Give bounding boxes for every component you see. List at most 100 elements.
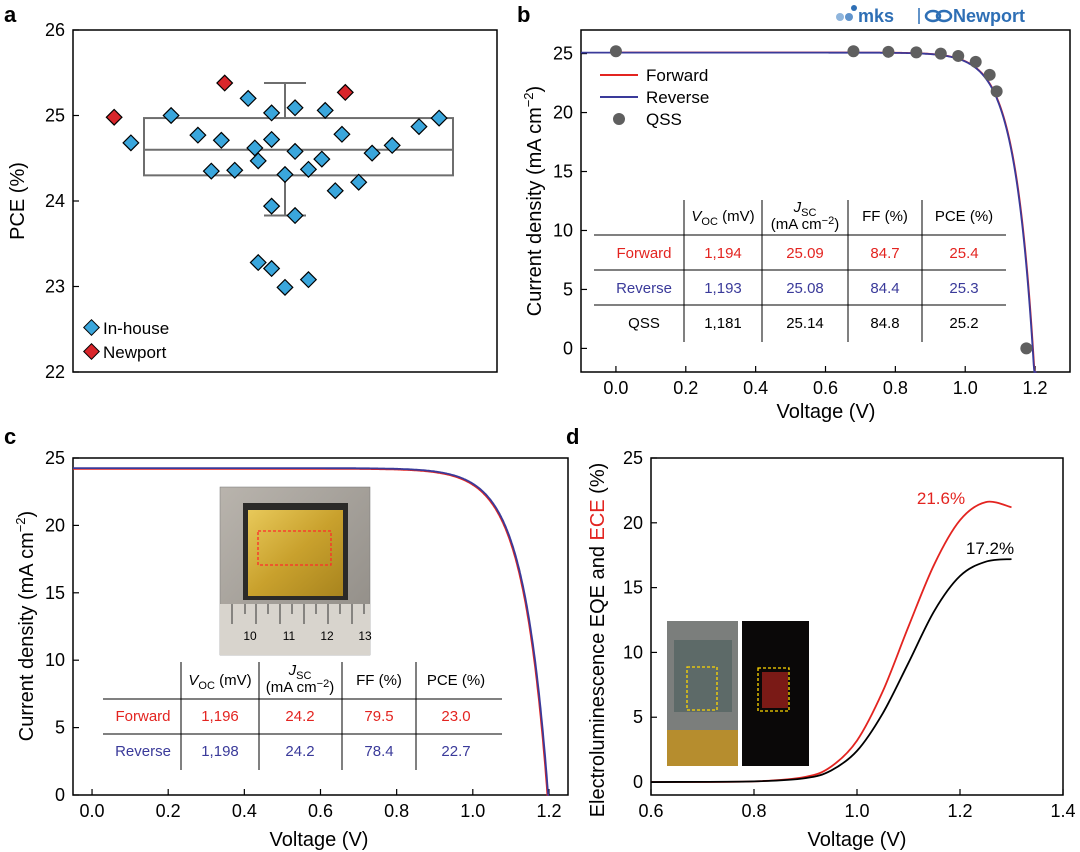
qss-point bbox=[934, 47, 947, 60]
cell-ff: 84.8 bbox=[870, 315, 899, 332]
legend-label-qss: QSS bbox=[646, 110, 682, 129]
table-header-jsc: JSC bbox=[288, 662, 312, 682]
y-tick-label: 5 bbox=[55, 718, 65, 738]
jv-curves-b bbox=[581, 45, 1037, 373]
y-tick-label: 5 bbox=[563, 279, 573, 299]
cell-ff: 78.4 bbox=[364, 743, 393, 760]
cell-voc: 1,193 bbox=[704, 280, 742, 297]
legend-b: Forward Reverse QSS bbox=[600, 66, 709, 129]
panel-letter-d: d bbox=[566, 424, 579, 449]
data-point bbox=[299, 271, 318, 289]
qss-point bbox=[609, 45, 622, 58]
cell-jsc: 25.14 bbox=[786, 315, 824, 332]
y-tick-label: 20 bbox=[553, 103, 573, 123]
x-tick-label: 0.2 bbox=[673, 378, 698, 398]
y-axis-label-a: PCE (%) bbox=[7, 162, 29, 240]
legend-label-newport: Newport bbox=[103, 343, 167, 362]
cell-pce: 25.3 bbox=[949, 280, 978, 297]
legend-label-forward: Forward bbox=[646, 66, 708, 85]
axes-b: 0.0 0.2 0.4 0.6 0.8 1.0 1.2 0 5 10 15 20 25 bbox=[553, 44, 1048, 398]
data-point bbox=[262, 259, 281, 278]
y-tick-label: 15 bbox=[623, 578, 643, 598]
table-header-jsc-unit: (mA cm−2) bbox=[266, 678, 334, 696]
x-tick-label: 0.0 bbox=[80, 801, 105, 821]
y-tick-label: 15 bbox=[553, 162, 573, 182]
scatter-points-a bbox=[105, 74, 448, 296]
jv-curves-c bbox=[73, 467, 550, 796]
axes-c: 0.0 0.2 0.4 0.6 0.8 1.0 1.2 0 5 10 15 20 25 bbox=[45, 448, 562, 821]
mks-dot-icon bbox=[845, 13, 853, 21]
box-iqr bbox=[143, 117, 454, 177]
annotation-ece-max: 21.6% bbox=[917, 489, 965, 508]
data-point bbox=[249, 152, 267, 170]
x-tick-label: 0.2 bbox=[156, 801, 181, 821]
x-tick-label: 1.2 bbox=[947, 801, 972, 821]
x-tick-label: 1.2 bbox=[536, 801, 561, 821]
data-point bbox=[313, 150, 331, 168]
series-line-eqe bbox=[650, 558, 1012, 783]
cell-pce: 25.2 bbox=[949, 315, 978, 332]
cell-voc: 1,181 bbox=[704, 315, 742, 332]
table-header-pce: PCE (%) bbox=[935, 208, 993, 225]
table-header-ff: FF (%) bbox=[862, 208, 908, 225]
data-point bbox=[286, 206, 304, 225]
y-tick-label: 25 bbox=[45, 106, 65, 126]
mks-logo-text: mks bbox=[858, 6, 894, 26]
mks-dot-icon bbox=[836, 13, 844, 21]
x-tick-label: 0.8 bbox=[384, 801, 409, 821]
newport-logo-text: Newport bbox=[953, 6, 1025, 26]
series-line-reverse bbox=[615, 51, 1037, 373]
table-row: Forward 1,194 25.09 84.7 25.4 bbox=[616, 245, 978, 262]
data-point bbox=[212, 131, 230, 149]
cell-jsc: 25.08 bbox=[786, 280, 824, 297]
y-tick-label: 10 bbox=[45, 650, 65, 670]
data-point bbox=[262, 104, 281, 122]
mks-dot-icon bbox=[851, 5, 857, 11]
data-point bbox=[122, 134, 140, 152]
data-point bbox=[202, 162, 220, 180]
row-label-forward: Forward bbox=[115, 708, 170, 725]
table-header-ff: FF (%) bbox=[356, 672, 402, 689]
y-tick-label: 26 bbox=[45, 20, 65, 40]
electroluminescence-photo-inset bbox=[667, 621, 809, 766]
x-tick-label: 0.4 bbox=[743, 378, 768, 398]
cell-jsc: 24.2 bbox=[285, 743, 314, 760]
y-tick-label: 25 bbox=[553, 44, 573, 64]
data-point bbox=[350, 173, 368, 191]
qss-point bbox=[969, 55, 982, 68]
y-axis-label-d: Electroluminescence EQE and ECE (%) bbox=[587, 463, 609, 818]
x-axis-label-c: Voltage (V) bbox=[270, 829, 369, 851]
data-point bbox=[363, 144, 381, 162]
device-photo-inset: 10 11 12 13 bbox=[219, 486, 372, 656]
data-point bbox=[262, 197, 281, 215]
table-b: VOC (mV) JSC (mA cm−2) FF (%) PCE (%) Fo… bbox=[594, 199, 1006, 342]
panel-letter-c: c bbox=[4, 424, 16, 449]
cell-pce: 23.0 bbox=[441, 708, 470, 725]
x-tick-label: 0.6 bbox=[308, 801, 333, 821]
row-label-reverse: Reverse bbox=[616, 280, 672, 297]
qss-point bbox=[910, 46, 923, 59]
table-header-jsc-unit: (mA cm−2) bbox=[771, 215, 839, 233]
cell-pce: 25.4 bbox=[949, 245, 978, 262]
cell-ff: 79.5 bbox=[364, 708, 393, 725]
y-tick-label: 10 bbox=[553, 220, 573, 240]
panel-letter-a: a bbox=[4, 2, 17, 27]
y-tick-label: 10 bbox=[623, 642, 643, 662]
y-tick-label: 20 bbox=[45, 515, 65, 535]
row-label-reverse: Reverse bbox=[115, 743, 171, 760]
y-tick-label: 0 bbox=[55, 785, 65, 805]
table-row: QSS 1,181 25.14 84.8 25.2 bbox=[628, 315, 978, 332]
data-point bbox=[276, 278, 294, 296]
data-point bbox=[246, 139, 264, 157]
y-label-part: (%) bbox=[587, 463, 609, 500]
x-tick-label: 0.0 bbox=[603, 378, 628, 398]
y-label-part: Electroluminescence EQE and bbox=[587, 540, 609, 817]
y-axis-a: 22 23 24 25 26 bbox=[45, 20, 79, 382]
data-point bbox=[286, 99, 304, 117]
data-point bbox=[326, 182, 344, 200]
data-point bbox=[430, 109, 448, 127]
panel-b: b mks Newport 0.0 0.2 0.4 0.6 0.8 1.0 1.2 0 5 10 1… bbox=[517, 2, 1071, 423]
x-tick-label: 0.4 bbox=[232, 801, 257, 821]
